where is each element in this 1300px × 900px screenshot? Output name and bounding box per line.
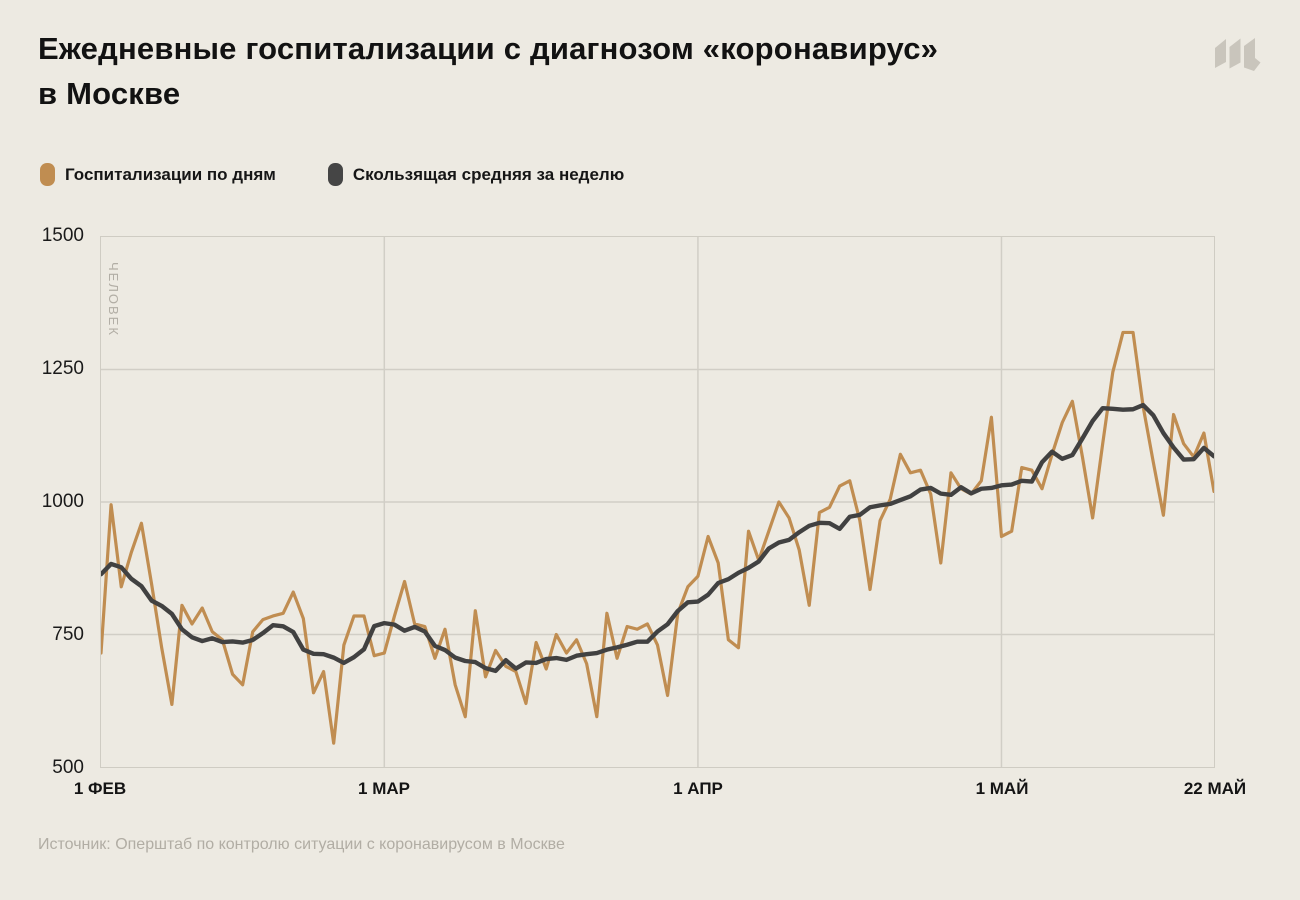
daily-series-label: Госпитализации по дням [65,164,276,184]
chart-plot-area [100,236,1215,768]
y-axis-unit-label: ЧЕЛОВЕК [106,262,121,337]
y-axis-tick-label: 1500 [41,225,84,246]
y-axis-tick-label: 1250 [41,358,84,379]
x-axis-tick-label: 1 МАР [358,779,410,798]
x-axis-tick-label: 1 МАЙ [975,779,1029,798]
y-axis-tick-label: 1000 [41,491,84,512]
legend: Госпитализации по дням Скользящая средня… [40,163,624,186]
x-axis-tick-label: 22 МАЙ [1183,779,1247,798]
weekly-moving-average-line [101,402,1214,674]
daily-series-swatch [40,163,55,186]
y-axis-tick-label: 500 [52,757,84,778]
page-title: Ежедневные госпитализации с диагнозом «к… [38,26,1198,116]
x-axis-tick-label: 1 ФЕВ [73,779,127,798]
source-note: Источник: Оперштаб по контролю ситуации … [38,836,565,853]
chart-svg [101,237,1214,767]
y-axis-tick-label: 750 [52,624,84,645]
average-series-swatch [327,163,343,186]
meduza-m-logo-icon [1215,38,1261,71]
average-series-label: Скользящая средняя за неделю [352,164,625,184]
daily-hospitalizations-line [101,330,1214,745]
page-title-line-1: Ежедневные госпитализации с диагнозом «к… [38,31,939,66]
page-title-line-2: в Москве [38,76,181,111]
legend-item-daily: Госпитализации по дням [40,163,276,186]
x-axis-tick-label: 1 АПР [673,779,723,798]
legend-item-average: Скользящая средняя за неделю [327,163,625,186]
